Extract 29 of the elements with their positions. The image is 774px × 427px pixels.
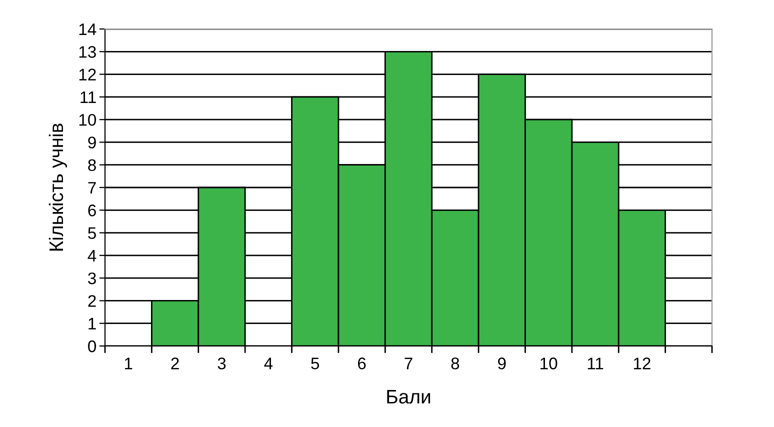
x-tick-label: 8: [451, 358, 460, 370]
y-tick-label: 13: [79, 46, 96, 58]
y-tick-label: 5: [88, 227, 96, 239]
x-tick-label: 2: [171, 358, 179, 370]
y-tick-label: 3: [88, 272, 96, 284]
x-tick-label: 5: [311, 358, 320, 370]
y-tick-label: 2: [88, 295, 96, 307]
x-tick-label: 6: [358, 358, 366, 370]
y-tick-label: 8: [88, 159, 96, 172]
y-tick-label: 1: [88, 318, 96, 330]
y-axis-title: Кількість учнів: [48, 124, 68, 251]
y-tick-label: 12: [79, 68, 96, 80]
x-tick-label: 9: [498, 358, 506, 370]
x-tick-label: 12: [634, 358, 650, 370]
y-tick-label: 10: [79, 114, 96, 126]
y-tick-label: 9: [88, 136, 96, 148]
x-tick-label: 3: [218, 358, 226, 370]
x-tick-label: 4: [264, 358, 273, 370]
y-tick-label: 0: [88, 340, 96, 352]
y-tick-label: 6: [88, 204, 96, 216]
x-tick-label: 10: [540, 358, 558, 370]
y-tick-label: 14: [79, 24, 96, 36]
y-tick-label: 4: [88, 250, 96, 262]
x-tick-label: 1: [124, 358, 132, 370]
x-axis-title: Бали: [387, 390, 430, 404]
x-tick-label: 7: [404, 358, 412, 370]
x-tick-label: 11: [588, 358, 604, 370]
y-tick-label: 7: [88, 182, 96, 194]
y-tick-label: 11: [80, 92, 96, 103]
